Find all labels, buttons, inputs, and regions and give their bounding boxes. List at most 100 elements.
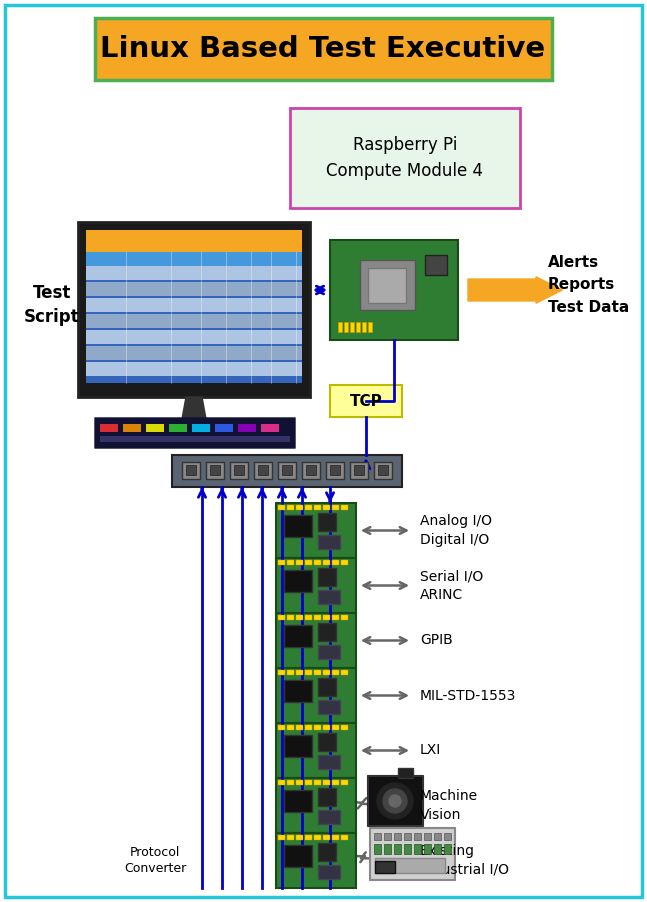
FancyBboxPatch shape — [284, 735, 312, 757]
FancyBboxPatch shape — [314, 670, 321, 675]
FancyBboxPatch shape — [230, 462, 248, 479]
FancyBboxPatch shape — [305, 835, 312, 840]
FancyBboxPatch shape — [341, 560, 348, 565]
FancyBboxPatch shape — [362, 322, 366, 332]
FancyBboxPatch shape — [276, 833, 356, 888]
FancyBboxPatch shape — [287, 615, 294, 620]
FancyBboxPatch shape — [332, 615, 339, 620]
FancyBboxPatch shape — [86, 266, 302, 280]
FancyBboxPatch shape — [296, 505, 303, 510]
FancyBboxPatch shape — [318, 645, 340, 659]
Text: MIL-STD-1553: MIL-STD-1553 — [420, 688, 516, 703]
FancyBboxPatch shape — [323, 835, 330, 840]
FancyBboxPatch shape — [296, 615, 303, 620]
FancyBboxPatch shape — [278, 725, 285, 730]
FancyBboxPatch shape — [238, 424, 256, 432]
FancyBboxPatch shape — [341, 780, 348, 785]
FancyBboxPatch shape — [318, 678, 336, 696]
FancyBboxPatch shape — [332, 505, 339, 510]
FancyBboxPatch shape — [258, 465, 268, 475]
FancyBboxPatch shape — [330, 465, 340, 475]
FancyBboxPatch shape — [323, 670, 330, 675]
FancyBboxPatch shape — [278, 505, 285, 510]
FancyBboxPatch shape — [284, 790, 312, 812]
FancyBboxPatch shape — [123, 424, 141, 432]
FancyBboxPatch shape — [86, 314, 302, 328]
FancyBboxPatch shape — [378, 465, 388, 475]
FancyBboxPatch shape — [350, 462, 368, 479]
FancyBboxPatch shape — [305, 560, 312, 565]
FancyBboxPatch shape — [374, 844, 381, 854]
FancyBboxPatch shape — [360, 260, 415, 310]
FancyBboxPatch shape — [318, 810, 340, 824]
Text: GPIB: GPIB — [420, 633, 453, 648]
FancyBboxPatch shape — [341, 670, 348, 675]
Circle shape — [377, 783, 413, 819]
FancyBboxPatch shape — [444, 844, 451, 854]
FancyBboxPatch shape — [86, 230, 302, 252]
FancyBboxPatch shape — [287, 560, 294, 565]
FancyBboxPatch shape — [370, 828, 455, 880]
FancyBboxPatch shape — [86, 252, 302, 266]
FancyBboxPatch shape — [182, 462, 200, 479]
FancyBboxPatch shape — [306, 465, 316, 475]
Text: Protocol
Converter: Protocol Converter — [124, 845, 186, 876]
FancyBboxPatch shape — [186, 465, 196, 475]
Text: Raspberry Pi
Compute Module 4: Raspberry Pi Compute Module 4 — [327, 136, 483, 180]
FancyBboxPatch shape — [341, 835, 348, 840]
FancyBboxPatch shape — [394, 844, 401, 854]
FancyBboxPatch shape — [398, 768, 413, 778]
FancyBboxPatch shape — [296, 835, 303, 840]
FancyBboxPatch shape — [341, 615, 348, 620]
FancyBboxPatch shape — [287, 505, 294, 510]
FancyBboxPatch shape — [296, 670, 303, 675]
FancyBboxPatch shape — [276, 558, 356, 613]
FancyBboxPatch shape — [296, 780, 303, 785]
FancyBboxPatch shape — [210, 465, 220, 475]
FancyBboxPatch shape — [149, 419, 239, 431]
FancyBboxPatch shape — [341, 505, 348, 510]
FancyBboxPatch shape — [254, 462, 272, 479]
FancyBboxPatch shape — [318, 535, 340, 549]
FancyBboxPatch shape — [434, 844, 441, 854]
FancyBboxPatch shape — [261, 424, 279, 432]
Circle shape — [383, 789, 407, 813]
FancyBboxPatch shape — [404, 833, 411, 840]
FancyBboxPatch shape — [375, 858, 445, 873]
FancyBboxPatch shape — [169, 424, 187, 432]
FancyBboxPatch shape — [78, 222, 310, 397]
FancyBboxPatch shape — [95, 418, 295, 448]
Text: Linux Based Test Executive: Linux Based Test Executive — [100, 35, 545, 63]
Text: Test
Script: Test Script — [24, 283, 80, 327]
Text: Existing
Industrial I/O: Existing Industrial I/O — [420, 844, 509, 877]
FancyBboxPatch shape — [323, 725, 330, 730]
FancyBboxPatch shape — [284, 625, 312, 647]
FancyBboxPatch shape — [330, 385, 402, 417]
FancyBboxPatch shape — [86, 298, 302, 312]
FancyBboxPatch shape — [276, 668, 356, 723]
FancyBboxPatch shape — [332, 780, 339, 785]
FancyBboxPatch shape — [278, 462, 296, 479]
FancyBboxPatch shape — [424, 844, 431, 854]
FancyBboxPatch shape — [425, 255, 447, 275]
FancyBboxPatch shape — [374, 833, 381, 840]
FancyBboxPatch shape — [192, 424, 210, 432]
FancyBboxPatch shape — [326, 462, 344, 479]
FancyBboxPatch shape — [287, 780, 294, 785]
FancyBboxPatch shape — [318, 733, 336, 751]
FancyBboxPatch shape — [368, 776, 423, 826]
FancyBboxPatch shape — [234, 465, 244, 475]
FancyBboxPatch shape — [276, 778, 356, 833]
FancyBboxPatch shape — [305, 670, 312, 675]
FancyBboxPatch shape — [323, 505, 330, 510]
FancyBboxPatch shape — [318, 788, 336, 806]
FancyBboxPatch shape — [86, 346, 302, 360]
FancyBboxPatch shape — [384, 833, 391, 840]
FancyBboxPatch shape — [284, 680, 312, 702]
FancyBboxPatch shape — [314, 615, 321, 620]
FancyBboxPatch shape — [414, 833, 421, 840]
FancyBboxPatch shape — [276, 503, 356, 558]
FancyBboxPatch shape — [375, 861, 395, 873]
Circle shape — [389, 795, 401, 807]
FancyBboxPatch shape — [318, 590, 340, 604]
